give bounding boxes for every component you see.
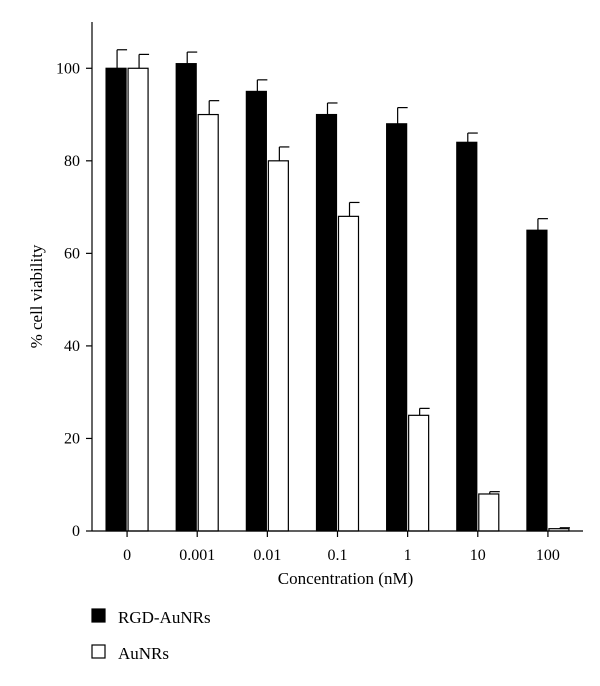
bar-rgd-aunrs-2: [245, 90, 267, 532]
bar-aunrs-3: [337, 215, 360, 532]
bar-rgd-aunrs-1: [175, 63, 197, 532]
bar-aunrs-5: [478, 493, 500, 532]
y-tick-label: 80: [64, 153, 80, 170]
bar-aunrs-4: [408, 414, 430, 532]
y-tick-label: 20: [64, 430, 80, 447]
x-tick-label: 0.01: [253, 547, 281, 564]
y-tick-label: 100: [56, 60, 80, 77]
y-axis: 0 20 40 60 80 100: [56, 22, 93, 540]
bar-aunrs-1: [197, 113, 219, 532]
x-tick-label: 10: [470, 547, 486, 564]
legend-swatch-aunrs: [91, 644, 106, 659]
bar-aunrs-0: [127, 67, 149, 532]
y-tick-label: 40: [64, 338, 80, 355]
bar-rgd-aunrs-0: [105, 67, 127, 532]
bar-aunrs-2: [267, 160, 289, 532]
x-tick-label: 1: [404, 547, 412, 564]
legend: RGD-AuNRs AuNRs: [91, 608, 211, 663]
plot-area: [105, 49, 570, 532]
legend-swatch-rgd-aunrs: [91, 608, 106, 623]
legend-label-rgd-aunrs: RGD-AuNRs: [118, 608, 211, 627]
bar-rgd-aunrs-4: [386, 123, 408, 532]
x-tick-label: 0.001: [179, 547, 215, 564]
y-axis-title: % cell viability: [27, 244, 46, 348]
x-tick-label: 0: [123, 547, 131, 564]
y-tick-label: 0: [72, 523, 80, 540]
x-tick-label: 0.1: [328, 547, 348, 564]
x-axis: 0 0.001 0.01 0.1 1 10 100: [92, 530, 583, 564]
bar-rgd-aunrs-6: [526, 229, 548, 532]
x-axis-title: Concentration (nM): [278, 569, 414, 588]
bar-rgd-aunrs-3: [315, 113, 338, 532]
y-tick-label: 60: [64, 245, 80, 262]
bar-rgd-aunrs-5: [456, 141, 478, 532]
x-tick-label: 100: [536, 547, 560, 564]
legend-label-aunrs: AuNRs: [118, 644, 169, 663]
